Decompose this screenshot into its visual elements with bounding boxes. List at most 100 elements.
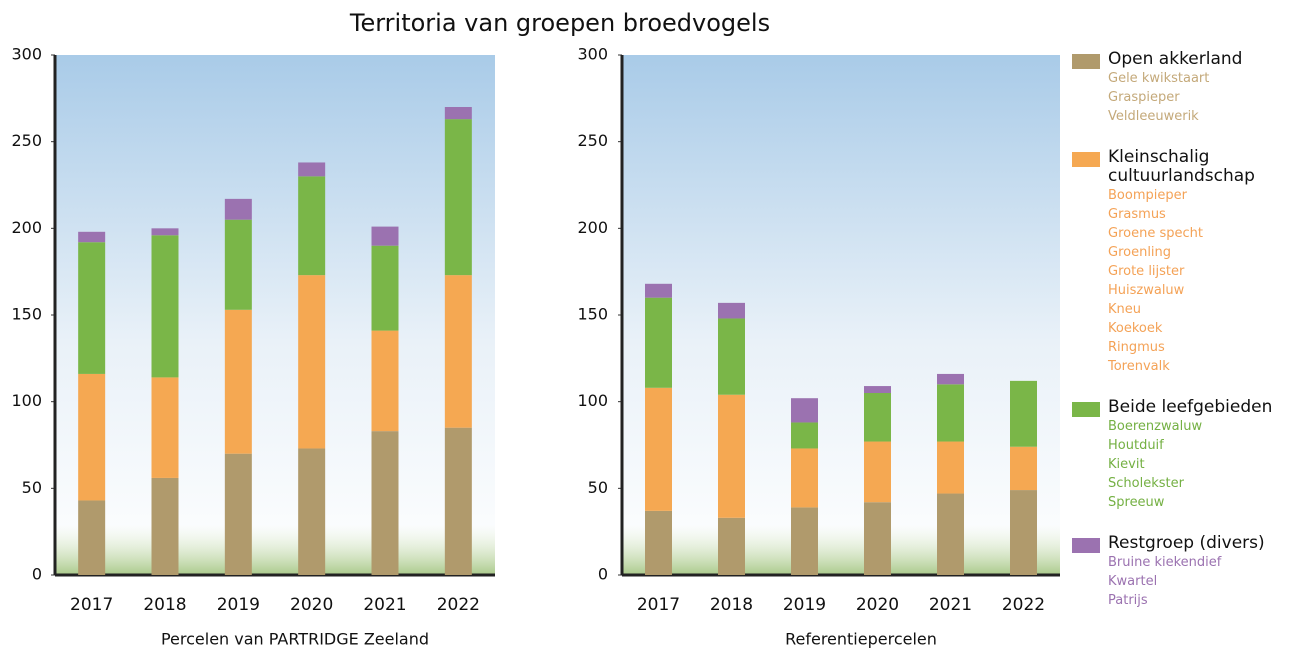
legend-species: Scholekster (1108, 474, 1297, 493)
x-tick-label: 2019 (217, 595, 260, 615)
bar-segment (864, 386, 891, 393)
bar-segment (937, 374, 964, 384)
x-tick-label: 2017 (70, 595, 113, 615)
y-tick-label: 100 (11, 391, 42, 410)
y-tick-label: 50 (588, 478, 608, 497)
bar-segment (937, 442, 964, 494)
bar-segment (152, 228, 179, 235)
legend-species: Groene specht (1108, 224, 1297, 243)
legend-row: Restgroep (divers) (1072, 534, 1297, 553)
y-tick-label: 200 (577, 218, 608, 237)
bar-segment (225, 220, 252, 310)
legend-species: Huiszwaluw (1108, 281, 1297, 300)
legend-row: Kleinschalig cultuurlandschap (1072, 148, 1297, 186)
grass (55, 525, 495, 575)
x-tick-label: 2021 (929, 595, 972, 615)
bar-segment (718, 303, 745, 319)
legend-species: Koekoek (1108, 319, 1297, 338)
x-tick-label: 2020 (856, 595, 899, 615)
bar-segment (445, 119, 472, 275)
y-tick-label: 250 (11, 131, 42, 150)
bar-segment (864, 393, 891, 442)
bar-segment (298, 448, 325, 575)
legend-species: Graspieper (1108, 88, 1297, 107)
legend-swatch (1072, 538, 1100, 553)
y-tick-label: 50 (22, 478, 42, 497)
y-tick-label: 150 (11, 305, 42, 324)
x-tick-label: 2022 (437, 595, 480, 615)
plot-background (55, 55, 495, 575)
bar-segment (718, 518, 745, 575)
bar-segment (152, 377, 179, 478)
bar-segment (78, 374, 105, 501)
legend-species: Spreeuw (1108, 493, 1297, 512)
legend-species: Kneu (1108, 300, 1297, 319)
bar-segment (791, 507, 818, 575)
bar-segment (791, 448, 818, 507)
y-tick-label: 250 (577, 131, 608, 150)
grass (622, 525, 1060, 575)
bar-segment (791, 398, 818, 422)
bar-segment (78, 232, 105, 242)
bar-segment (645, 511, 672, 575)
y-tick-label: 0 (598, 565, 608, 584)
legend-species: Boompieper (1108, 186, 1297, 205)
bar-segment (372, 227, 399, 246)
legend-species: Grote lijster (1108, 262, 1297, 281)
legend-label: Restgroep (divers) (1108, 534, 1288, 553)
legend-swatch (1072, 54, 1100, 69)
x-tick-label: 2020 (290, 595, 333, 615)
legend-row: Beide leefgebieden (1072, 398, 1297, 417)
x-tick-label: 2021 (363, 595, 406, 615)
y-tick-label: 200 (11, 218, 42, 237)
legend-species: Kwartel (1108, 572, 1297, 591)
bar-segment (445, 107, 472, 119)
bar-segment (445, 275, 472, 428)
legend-species: Torenvalk (1108, 357, 1297, 376)
legend-label: Beide leefgebieden (1108, 398, 1288, 417)
x-tick-label: 2018 (710, 595, 753, 615)
y-tick-label: 300 (11, 45, 42, 64)
bar-segment (152, 235, 179, 377)
bar-segment (372, 431, 399, 575)
x-axis-label: Percelen van PARTRIDGE Zeeland (161, 630, 429, 649)
bar-segment (864, 442, 891, 503)
bar-segment (152, 478, 179, 575)
bar-segment (225, 310, 252, 454)
legend-swatch (1072, 402, 1100, 417)
bar-segment (1010, 381, 1037, 447)
bar-segment (372, 246, 399, 331)
bar-segment (645, 388, 672, 511)
y-tick-label: 100 (577, 391, 608, 410)
x-tick-label: 2019 (783, 595, 826, 615)
legend-species: Gele kwikstaart (1108, 69, 1297, 88)
bar-segment (225, 454, 252, 575)
y-tick-label: 150 (577, 305, 608, 324)
legend-row: Open akkerland (1072, 50, 1297, 69)
x-axis-label: Referentiepercelen (785, 630, 937, 649)
legend-species: Ringmus (1108, 338, 1297, 357)
bar-segment (1010, 490, 1037, 575)
bar-segment (937, 384, 964, 441)
bar-segment (78, 242, 105, 374)
bar-segment (1010, 447, 1037, 490)
page: Territoria van groepen broedvogels 0 50 10… (0, 0, 1297, 650)
y-tick-label: 0 (32, 565, 42, 584)
bar-segment (645, 298, 672, 388)
legend-species: Bruine kiekendief (1108, 553, 1297, 572)
legend-species: Patrijs (1108, 591, 1297, 610)
chart-title: Territoria van groepen broedvogels (349, 9, 770, 37)
bar-segment (298, 176, 325, 275)
bar-segment (298, 162, 325, 176)
legend-species: Groenling (1108, 243, 1297, 262)
bar-segment (298, 275, 325, 448)
legend-species: Boerenzwaluw (1108, 417, 1297, 436)
x-tick-label: 2018 (143, 595, 186, 615)
bar-segment (645, 284, 672, 298)
y-tick-label: 300 (577, 45, 608, 64)
